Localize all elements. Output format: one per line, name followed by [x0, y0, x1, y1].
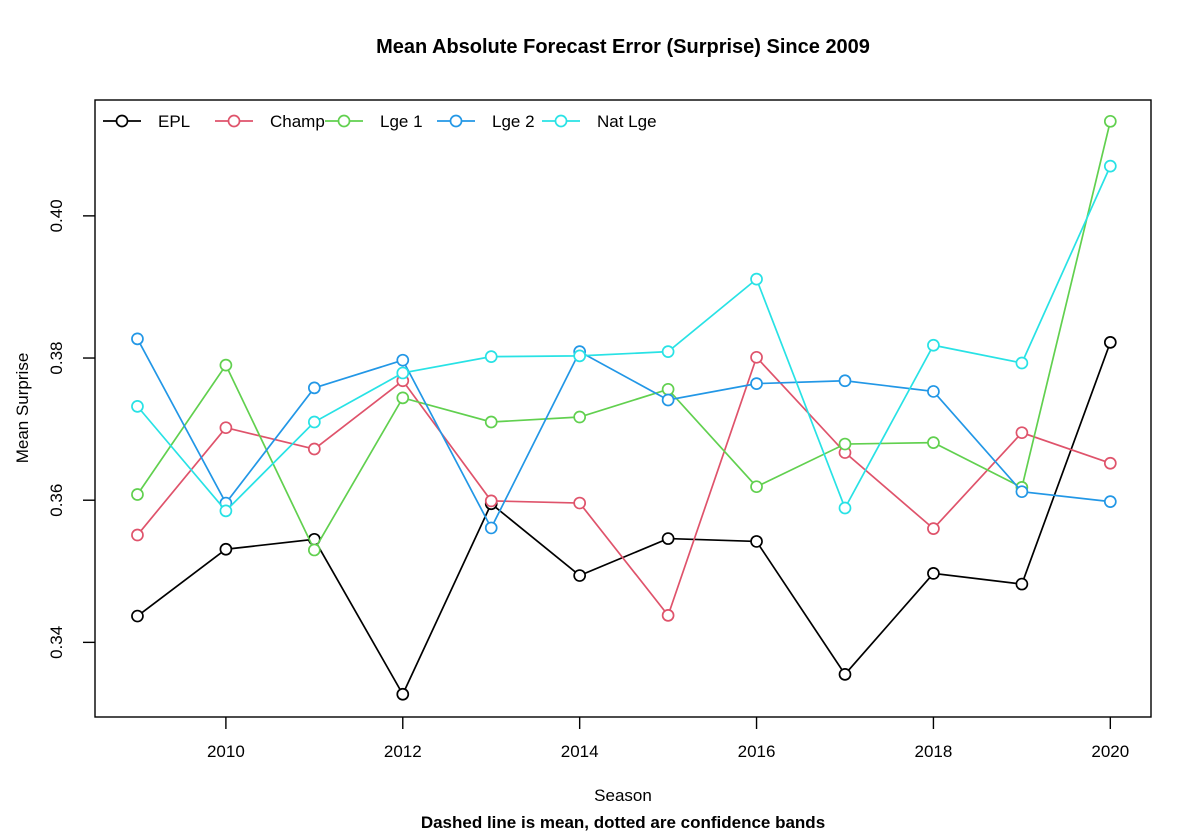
data-point-lge-1-2009: [131, 488, 144, 501]
data-point-lge-2-2019: [1015, 485, 1029, 499]
data-point-champ-2011: [307, 442, 321, 456]
data-point-epl-2020: [1103, 336, 1117, 349]
data-point-nat-lge-2015: [661, 345, 675, 358]
data-point-nat-lge-2011: [307, 415, 321, 429]
data-point-epl-2012: [396, 687, 410, 701]
legend-marker-epl: [115, 114, 129, 128]
y-tick-label: 0.36: [47, 484, 66, 517]
x-tick-label: 2014: [561, 742, 599, 761]
data-point-lge-2-2020: [1103, 495, 1117, 508]
legend-label-lge-2: Lge 2: [492, 112, 535, 131]
data-point-champ-2009: [131, 528, 144, 542]
y-tick-label: 0.38: [47, 341, 66, 374]
data-point-lge-1-2017: [838, 437, 852, 451]
data-point-nat-lge-2009: [131, 400, 144, 413]
plot-area: 2010 2012 2014 2016 2018 2020 0.34 0.36 0.38 0.40: [47, 114, 1129, 761]
series-line-champ: [136, 355, 1111, 618]
data-point-nat-lge-2012: [396, 366, 410, 380]
data-point-lge-1-2018: [927, 436, 940, 449]
series-line-lge-1: [136, 121, 1112, 552]
chart-subtitle: Dashed line is mean, dotted are confiden…: [421, 813, 825, 832]
chart-title: Mean Absolute Forecast Error (Surprise) …: [376, 36, 870, 58]
data-point-lge-1-2011: [307, 543, 321, 557]
data-point-nat-lge-2013: [484, 350, 498, 363]
data-point-champ-2018: [927, 522, 940, 535]
legend-label-nat-lge: Nat Lge: [597, 112, 657, 131]
y-tick-label: 0.34: [47, 626, 66, 659]
data-point-epl-2017: [838, 668, 852, 681]
data-point-champ-2013: [484, 494, 498, 508]
data-point-nat-lge-2010: [219, 504, 233, 518]
x-tick-label: 2020: [1091, 742, 1129, 761]
data-point-lge-2-2011: [307, 381, 321, 395]
data-point-lge-1-2013: [484, 415, 498, 429]
data-point-lge-2-2018: [927, 385, 940, 398]
legend-marker-nat-lge: [554, 114, 568, 128]
data-point-champ-2015: [661, 609, 675, 622]
data-point-lge-1-2016: [750, 480, 763, 494]
data-point-champ-2014: [573, 496, 587, 510]
data-point-lge-2-2009: [131, 332, 144, 346]
data-point-epl-2016: [750, 535, 763, 548]
data-point-champ-2020: [1103, 456, 1117, 470]
data-point-epl-2009: [131, 609, 144, 623]
x-tick-label: 2018: [915, 742, 953, 761]
legend-label-lge-1: Lge 1: [380, 112, 423, 131]
data-point-lge-2-2015: [661, 393, 675, 407]
data-point-lge-2-2013: [484, 521, 498, 535]
data-point-lge-2-2016: [750, 377, 763, 390]
data-point-epl-2010: [219, 542, 233, 556]
data-point-nat-lge-2018: [927, 338, 940, 352]
legend-marker-lge-1: [337, 114, 351, 128]
data-point-nat-lge-2014: [573, 349, 587, 363]
legend-label-champ: Champ: [270, 112, 325, 131]
y-tick-label: 0.40: [47, 199, 66, 232]
data-point-nat-lge-2019: [1015, 356, 1029, 370]
plot-border: [94, 99, 1152, 718]
legend-marker-champ: [227, 114, 241, 128]
x-axis-title: Season: [594, 786, 652, 805]
data-point-nat-lge-2016: [750, 272, 763, 286]
data-point-epl-2014: [573, 569, 587, 582]
data-point-nat-lge-2017: [838, 501, 852, 515]
data-point-champ-2010: [219, 421, 233, 435]
data-point-epl-2015: [661, 532, 675, 545]
data-point-lge-1-2015: [661, 382, 675, 396]
x-tick-label: 2010: [207, 742, 245, 761]
series-line-lge-2: [136, 338, 1111, 530]
x-tick-label: 2016: [738, 742, 776, 761]
data-point-lge-2-2012: [396, 353, 410, 367]
data-point-nat-lge-2020: [1103, 159, 1117, 173]
legend-marker-lge-2: [449, 114, 463, 128]
series-line-epl: [136, 342, 1112, 697]
legend: EPL Champ Lge 1 Lge 2 Nat Lge: [103, 112, 657, 131]
data-point-epl-2018: [927, 567, 940, 580]
y-axis-title: Mean Surprise: [13, 353, 32, 464]
data-point-lge-1-2010: [219, 358, 233, 372]
data-point-epl-2019: [1015, 577, 1029, 591]
data-point-lge-1-2014: [573, 410, 587, 424]
data-point-lge-1-2020: [1103, 114, 1117, 128]
legend-label-epl: EPL: [158, 112, 190, 131]
x-tick-label: 2012: [384, 742, 422, 761]
data-point-lge-2-2017: [838, 374, 852, 388]
data-point-lge-1-2012: [396, 391, 410, 405]
data-point-champ-2019: [1015, 426, 1029, 440]
series-line-nat-lge: [136, 165, 1112, 513]
data-point-champ-2016: [750, 350, 763, 364]
